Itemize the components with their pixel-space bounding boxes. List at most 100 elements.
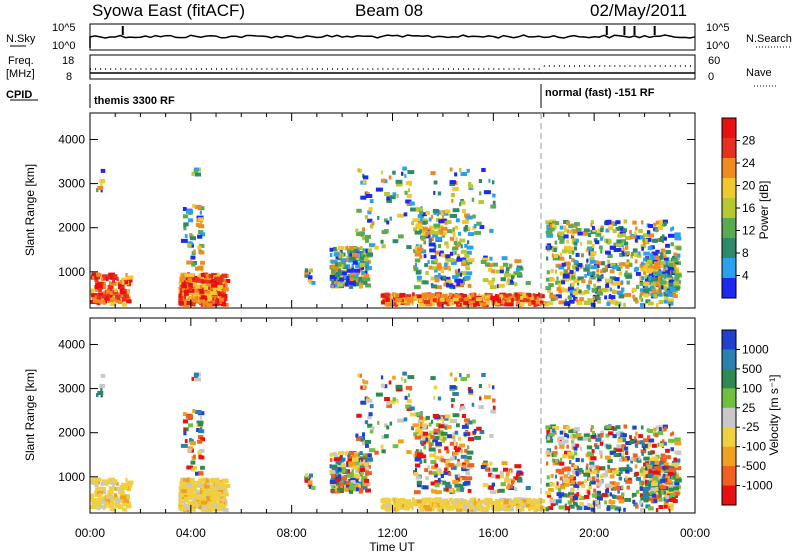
- velocity-cell: [643, 462, 649, 467]
- power-cell: [107, 284, 110, 289]
- velocity-cell: [590, 507, 595, 512]
- velocity-cell: [488, 485, 494, 490]
- power-cell: [481, 257, 489, 262]
- velocity-cell: [590, 503, 593, 508]
- velocity-cell: [611, 502, 614, 507]
- velocity-cell: [406, 450, 412, 455]
- velocity-cell: [418, 430, 424, 435]
- power-cell: [572, 264, 575, 269]
- power-cell: [557, 283, 562, 288]
- power-cell: [446, 296, 450, 300]
- power-cell: [551, 253, 554, 258]
- power-cell: [211, 283, 218, 288]
- velocity-cell: [430, 481, 437, 486]
- velocity-cell: [374, 450, 379, 455]
- power-cell: [459, 238, 466, 243]
- power-cell: [392, 239, 399, 244]
- power-cell: [626, 280, 630, 285]
- power-cell: [432, 266, 437, 271]
- power-cell: [107, 299, 114, 303]
- velocity-cell: [621, 492, 625, 497]
- velocity-cell: [618, 476, 623, 481]
- power-cell: [567, 246, 574, 251]
- power-cell: [632, 220, 637, 225]
- power-cell: [434, 250, 440, 255]
- power-cell: [634, 259, 638, 264]
- velocity-cell: [654, 491, 657, 496]
- velocity-cell: [642, 438, 649, 443]
- velocity-cell: [631, 492, 637, 497]
- velocity-cell: [571, 428, 577, 433]
- velocity-cell: [187, 448, 192, 453]
- colorbar-segment: [722, 446, 736, 467]
- power-cell: [480, 294, 487, 299]
- velocity-cell: [440, 431, 448, 436]
- velocity-cell: [557, 436, 565, 441]
- velocity-cell: [472, 419, 476, 424]
- power-cell: [187, 291, 193, 296]
- power-cell: [464, 218, 468, 223]
- velocity-cell: [352, 465, 358, 470]
- velocity-cell: [91, 478, 96, 483]
- power-cell: [461, 209, 466, 213]
- velocity-cell: [621, 485, 624, 490]
- velocity-cell: [647, 506, 654, 511]
- velocity-cell: [569, 474, 574, 479]
- power-cell: [459, 282, 464, 287]
- velocity-cell: [632, 425, 637, 430]
- velocity-cell: [590, 470, 598, 475]
- power-cell: [428, 238, 432, 243]
- velocity-cell: [448, 472, 452, 477]
- power-cell: [453, 246, 459, 251]
- velocity-cell: [586, 463, 589, 468]
- velocity-cell: [593, 488, 597, 493]
- velocity-cell: [450, 500, 454, 505]
- velocity-cell: [425, 507, 432, 512]
- velocity-cell: [422, 500, 428, 504]
- colorbar-tick-label: -25: [742, 420, 760, 434]
- power-cell: [621, 287, 625, 292]
- power-cell: [640, 291, 646, 296]
- power-cell: [557, 231, 565, 236]
- velocity-cell: [530, 500, 534, 505]
- velocity-cell: [442, 480, 447, 485]
- velocity-cell: [108, 486, 111, 491]
- power-cell: [101, 274, 109, 279]
- velocity-cell: [397, 418, 404, 423]
- power-cell: [360, 233, 364, 237]
- power-cell: [550, 269, 554, 274]
- power-cell: [613, 242, 618, 247]
- velocity-cell: [564, 503, 567, 508]
- power-cell: [464, 254, 470, 258]
- velocity-cell: [182, 419, 189, 424]
- velocity-cell: [659, 497, 663, 502]
- velocity-cell: [401, 376, 404, 381]
- velocity-cell: [628, 477, 632, 482]
- velocity-cell: [417, 419, 425, 424]
- power-cell: [414, 258, 421, 263]
- power-cell: [673, 252, 677, 257]
- velocity-cell: [577, 468, 583, 472]
- velocity-cell: [636, 489, 640, 494]
- power-cell: [422, 220, 427, 225]
- velocity-cell: [591, 476, 596, 481]
- power-cell: [119, 293, 124, 298]
- power-cell: [672, 266, 677, 271]
- power-cell: [551, 223, 556, 228]
- velocity-cell: [668, 487, 674, 492]
- power-cell: [653, 293, 658, 298]
- power-cell: [415, 207, 423, 212]
- colorbar-segment: [722, 198, 736, 219]
- velocity-cell: [546, 493, 552, 498]
- power-cell: [340, 258, 347, 263]
- power-cell: [492, 193, 496, 198]
- power-cell: [654, 286, 657, 291]
- power-cell: [567, 295, 572, 300]
- velocity-cell: [662, 460, 667, 465]
- power-cell: [329, 265, 333, 269]
- velocity-cell: [613, 453, 620, 457]
- velocity-cell: [428, 430, 433, 435]
- velocity-cell: [602, 472, 608, 477]
- station-title: Syowa East (fitACF): [92, 1, 245, 20]
- power-cell: [197, 217, 204, 222]
